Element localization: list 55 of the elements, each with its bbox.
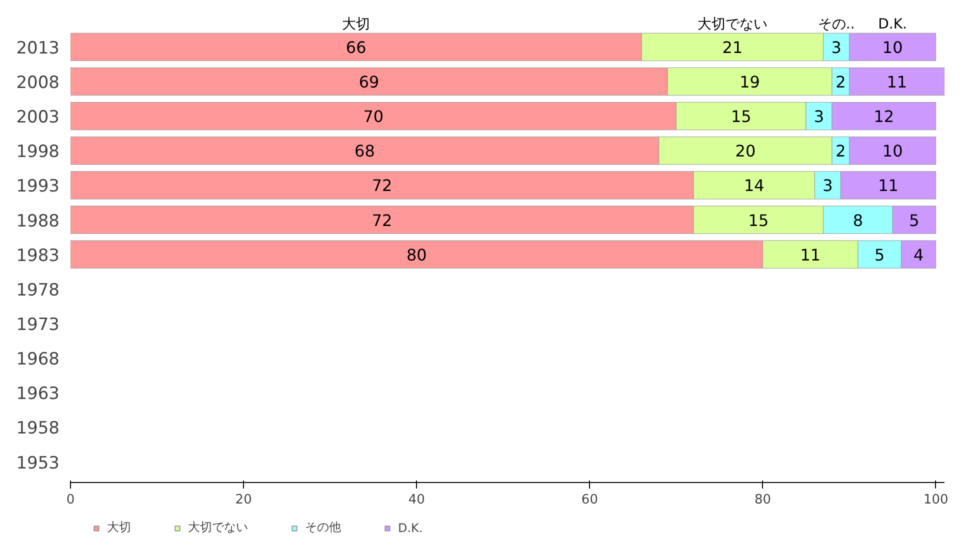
y-tick-label: 1958: [16, 418, 60, 439]
data-label: 2: [836, 142, 846, 161]
legend-label: 大切: [107, 519, 131, 536]
y-tick-label: 1978: [16, 280, 60, 300]
data-label: 21: [722, 38, 743, 57]
data-label: 10: [882, 142, 903, 161]
data-label: 3: [831, 38, 842, 57]
x-tick-label: 0: [66, 492, 75, 508]
data-label: 14: [744, 176, 764, 196]
data-label: 72: [372, 210, 392, 230]
data-label: 5: [874, 245, 885, 264]
x-tick-label: 80: [754, 492, 772, 508]
x-tick-label: 40: [408, 492, 425, 508]
y-tick-label: 2013: [16, 38, 60, 58]
data-label: 3: [814, 107, 824, 126]
data-label: 72: [372, 176, 392, 196]
data-label: 12: [874, 107, 894, 126]
data-label: 69: [358, 72, 380, 92]
data-label: 66: [346, 38, 366, 57]
y-tick-label: 1988: [16, 211, 60, 232]
x-tick-label: 20: [235, 492, 252, 508]
data-label: 68: [354, 142, 375, 161]
data-label: 5: [909, 210, 920, 230]
data-label: 4: [913, 245, 924, 264]
data-label: 15: [730, 107, 752, 126]
y-tick-label: 1998: [16, 142, 60, 162]
x-tick-label: 60: [581, 492, 598, 508]
legend-label: D.K.: [398, 520, 423, 534]
data-label: 15: [748, 210, 769, 230]
y-tick-label: 1973: [16, 315, 60, 335]
data-label: 20: [735, 142, 756, 161]
data-label: 3: [822, 176, 833, 196]
y-tick-label: 2003: [16, 108, 60, 128]
annotation: 大切: [342, 16, 370, 32]
data-label: 2: [836, 72, 846, 92]
y-tick-label: 2008: [16, 73, 60, 94]
data-label: 80: [406, 245, 427, 264]
data-label: 19: [740, 72, 760, 92]
data-label: 11: [800, 245, 821, 264]
y-tick-label: 1953: [16, 453, 60, 474]
y-tick-label: 1983: [16, 246, 60, 266]
y-tick-label: 1963: [16, 384, 60, 404]
data-label: 70: [363, 107, 384, 126]
x-tick-label: 100: [923, 492, 948, 508]
legend-label: その他: [305, 519, 341, 536]
y-tick-label: 1993: [16, 176, 60, 197]
data-label: 8: [852, 210, 864, 230]
annotation: D.K.: [878, 16, 908, 32]
data-label: 11: [878, 176, 898, 196]
y-tick-label: 1968: [16, 350, 60, 370]
annotation: 大切でない: [697, 16, 768, 32]
data-label: 10: [882, 38, 903, 57]
annotation: その..: [818, 16, 855, 32]
legend-label: 大切でない: [188, 519, 248, 536]
data-label: 11: [886, 72, 908, 92]
